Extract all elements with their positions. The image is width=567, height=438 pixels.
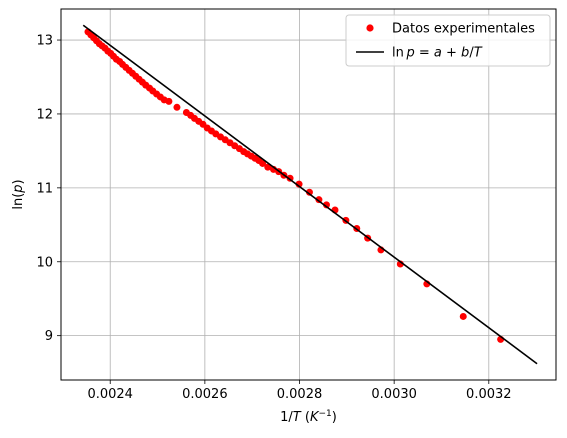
y-axis: 9 10 11 12 13: [36, 34, 61, 344]
x-tick-label: 0.0030: [371, 387, 417, 402]
y-tick-label: 13: [36, 34, 53, 49]
legend-marker-datos: [366, 24, 374, 32]
data-point: [305, 188, 313, 196]
axes-frame: [60, 8, 557, 381]
data-point: [295, 180, 303, 188]
data-point: [459, 312, 467, 320]
legend-label-datos: Datos experimentales: [392, 22, 535, 37]
fit-line: [82, 24, 538, 365]
x-tick-label: 0.0028: [277, 387, 323, 402]
y-tick-label: 10: [36, 255, 53, 270]
x-tick-label: 0.0024: [87, 387, 133, 402]
y-tick-label: 12: [36, 107, 53, 122]
y-axis-label: ln(p): [11, 179, 26, 209]
plot-area: [82, 24, 538, 365]
y-tick-label: 9: [45, 329, 53, 344]
x-axis: 0.0024 0.0026 0.0028 0.0030 0.0032: [87, 380, 512, 402]
y-tick-label: 11: [36, 181, 53, 196]
legend-box: [345, 14, 551, 67]
data-point: [165, 97, 173, 105]
x-axis-label: 1/T (K−1): [280, 409, 337, 425]
data-point: [264, 163, 272, 171]
data-point: [259, 159, 267, 167]
x-tick-label: 0.0032: [466, 387, 512, 402]
data-point: [322, 201, 330, 209]
legend: Datos experimentales ln p = a + b/T: [345, 14, 551, 67]
legend-label-fit: ln p = a + b/T: [392, 46, 483, 61]
x-tick-label: 0.0026: [182, 387, 228, 402]
data-point: [173, 103, 181, 111]
